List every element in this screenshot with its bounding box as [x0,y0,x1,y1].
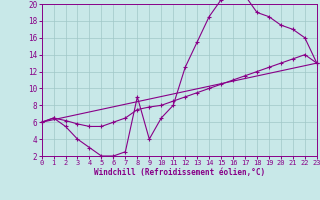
X-axis label: Windchill (Refroidissement éolien,°C): Windchill (Refroidissement éolien,°C) [94,168,265,177]
